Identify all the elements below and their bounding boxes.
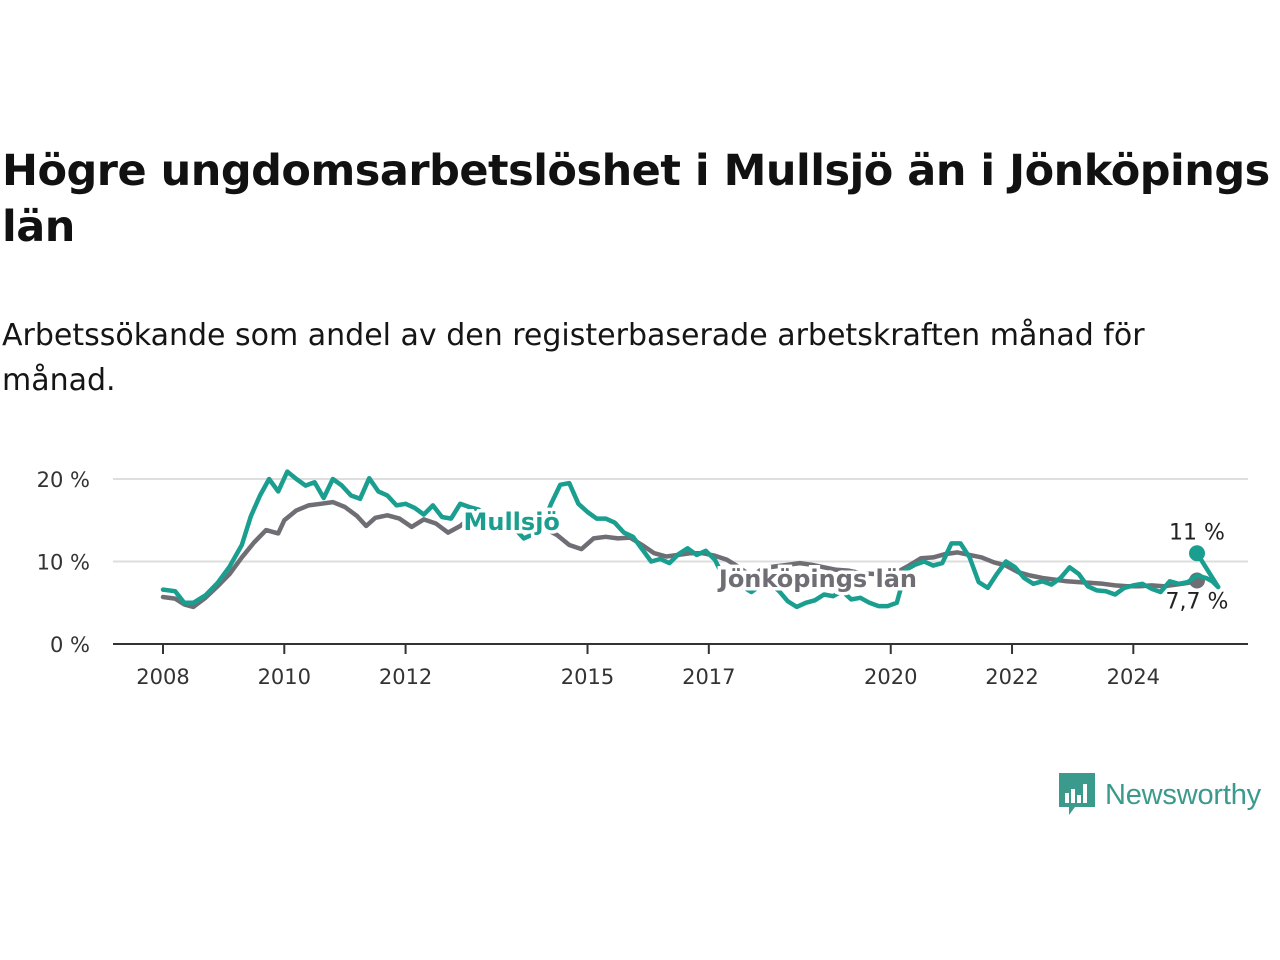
bar-chart-logo-icon xyxy=(1059,773,1095,815)
line-chart: 0 % 10 % 20 % 2008 2010 2012 2015 2017 2020 2022 2… xyxy=(37,468,1248,689)
brand-name: Newsworthy xyxy=(1105,778,1261,811)
y-tick-label: 20 % xyxy=(37,468,90,492)
series-label: Jönköpings län xyxy=(717,565,917,593)
series-label: Mullsjö xyxy=(463,508,559,536)
x-tick-label: 2022 xyxy=(985,665,1038,689)
series-end-label: 11 % xyxy=(1169,520,1225,545)
axis-layer: 0 % 10 % 20 % 2008 2010 2012 2015 2017 2020 2022 2… xyxy=(37,468,1248,689)
series-line-mullsjo xyxy=(160,469,1221,610)
series-line-lan xyxy=(160,499,1200,610)
x-tick-label: 2017 xyxy=(682,665,735,689)
x-tick-label: 2008 xyxy=(136,665,189,689)
series-layer xyxy=(160,469,1221,610)
x-tick-label: 2015 xyxy=(561,665,614,689)
x-tick-label: 2020 xyxy=(864,665,917,689)
series-end-label: 7,7 % xyxy=(1166,589,1229,614)
grid-layer xyxy=(113,478,1248,563)
series-end-point xyxy=(1189,545,1205,562)
newsworthy-logo[interactable]: Newsworthy xyxy=(1059,773,1261,817)
x-tick-label: 2010 xyxy=(258,665,311,689)
y-tick-label: 0 % xyxy=(50,633,90,657)
x-tick-label: 2024 xyxy=(1107,665,1160,689)
label-layer: 7,7 % 11 % Jönköpings län Mullsjö xyxy=(460,504,1229,614)
chart-subtitle: Arbetssökande som andel av den registerb… xyxy=(2,318,1145,398)
chart-title: Högre ungdomsarbetslöshet i Mullsjö än i… xyxy=(2,146,1270,252)
x-tick-label: 2012 xyxy=(379,665,432,689)
y-tick-label: 10 % xyxy=(37,551,90,575)
